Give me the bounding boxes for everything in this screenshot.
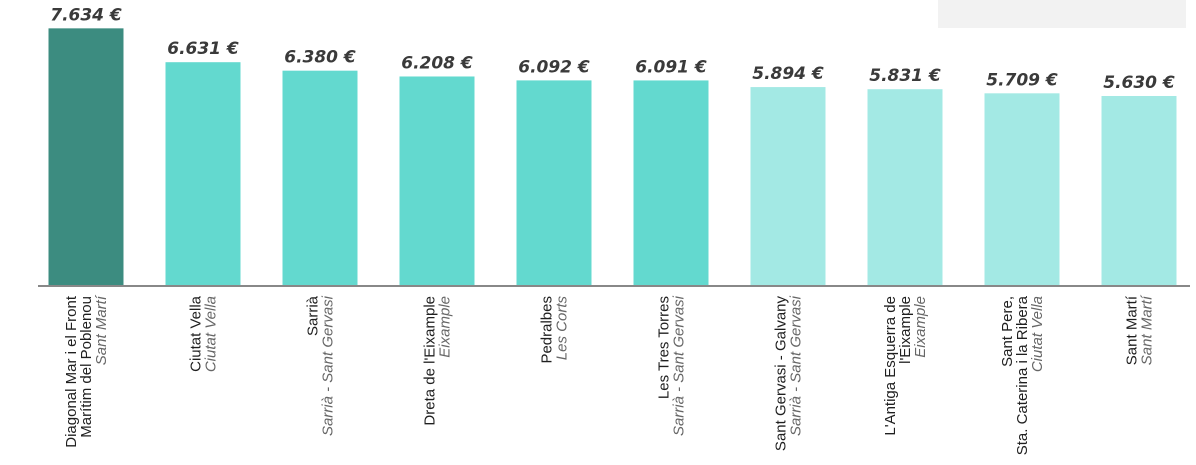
bar-7 xyxy=(750,87,826,286)
category-name: Sant Pere, xyxy=(999,296,1016,367)
value-label-9: 5.709 € xyxy=(986,70,1058,90)
category-label-9: Sant Pere,Sta. Caterina i la RiberaCiuta… xyxy=(999,295,1046,455)
category-district: Les Corts xyxy=(554,296,571,361)
bar-4 xyxy=(399,76,475,286)
value-label-5: 6.092 € xyxy=(518,57,590,77)
bar-9 xyxy=(984,93,1060,286)
value-label-2: 6.631 € xyxy=(167,39,239,59)
bar-6 xyxy=(633,80,709,287)
bars-group xyxy=(48,28,1177,287)
category-district: Sarrià - Sant Gervasi xyxy=(671,295,688,436)
value-label-6: 6.091 € xyxy=(635,57,707,77)
value-label-4: 6.208 € xyxy=(401,53,473,73)
category-name: l'Eixample xyxy=(897,296,914,364)
bar-2 xyxy=(165,62,241,286)
category-name: Dreta de l'Eixample xyxy=(422,296,439,426)
bar-1 xyxy=(48,28,124,286)
category-district: Ciutat Vella xyxy=(203,296,220,372)
value-label-8: 5.831 € xyxy=(869,66,941,86)
category-name: Sant Gervasi - Galvany xyxy=(773,296,790,452)
category-name: L'Antiga Esquerra de xyxy=(882,296,899,436)
category-name: Sarrià xyxy=(305,295,322,336)
category-name: Diagonal Mar i el Front xyxy=(63,295,80,448)
value-label-10: 5.630 € xyxy=(1103,73,1175,93)
category-name: Marítim del Poblenou xyxy=(78,296,95,438)
category-district: Sant Martí xyxy=(1139,294,1156,365)
bar-10 xyxy=(1101,95,1177,286)
category-district: Sarrià - Sant Gervasi xyxy=(788,295,805,436)
category-name: Ciutat Vella xyxy=(188,295,205,372)
category-district: Ciutat Vella xyxy=(1029,296,1046,372)
category-name: Les Tres Torres xyxy=(656,296,673,399)
value-label-1: 7.634 € xyxy=(50,5,122,25)
value-label-7: 5.894 € xyxy=(752,64,824,84)
category-district: Sant Martí xyxy=(93,294,110,365)
value-labels-group: 7.634 € 6.631 € 6.380 € 6.208 € 6.092 € 6.091… xyxy=(50,5,1175,93)
category-name: Pedralbes xyxy=(539,296,556,364)
category-name: Sant Martí xyxy=(1124,295,1141,365)
value-label-3: 6.380 € xyxy=(284,48,356,68)
category-name: Sta. Caterina i la Ribera xyxy=(1014,295,1031,455)
bar-8 xyxy=(867,89,943,286)
bar-3 xyxy=(282,70,358,286)
category-district: Eixample xyxy=(437,296,454,358)
category-district: Eixample xyxy=(912,296,929,358)
category-district: Sarrià - Sant Gervasi xyxy=(320,295,337,436)
corner-panel xyxy=(938,0,1186,28)
bar-5 xyxy=(516,80,592,287)
